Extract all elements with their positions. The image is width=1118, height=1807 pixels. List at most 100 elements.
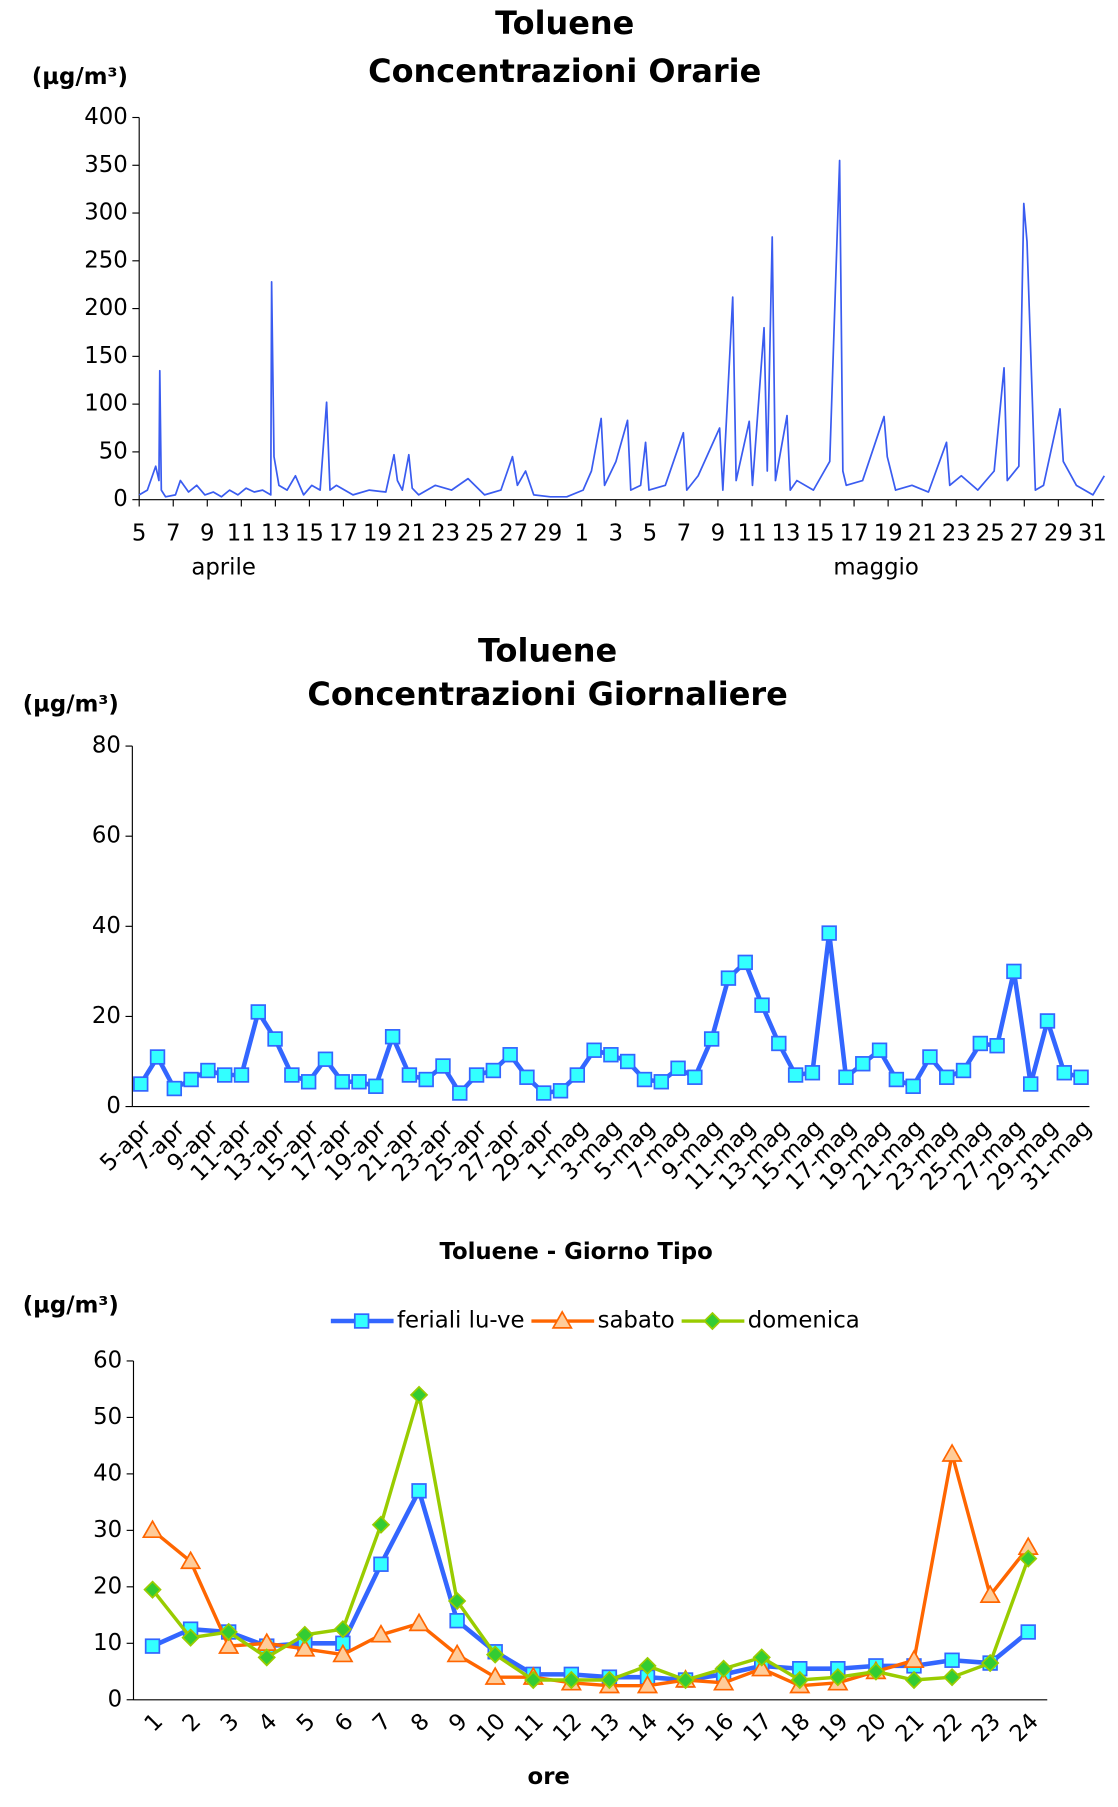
data-point <box>714 1659 733 1678</box>
x-tick-label: 29 <box>533 520 562 546</box>
y-tick-label: 50 <box>99 438 128 464</box>
y-tick-label: 200 <box>84 295 128 321</box>
data-point <box>447 1591 467 1611</box>
x-tick-label: 13 <box>261 520 290 546</box>
legend-label: feriali lu-ve <box>397 1308 525 1334</box>
y-tick-label: 20 <box>92 1003 121 1029</box>
x-tick-label: 3 <box>609 520 624 546</box>
chart-title: Concentrazioni Orarie <box>368 52 761 90</box>
data-point <box>284 1067 300 1083</box>
x-tick-label: 15 <box>806 520 835 546</box>
x-tick-label: 19 <box>363 520 392 546</box>
data-point <box>838 1069 854 1085</box>
y-tick-label: 150 <box>84 343 128 369</box>
data-point <box>1073 1069 1089 1085</box>
x-tick-label: 23 <box>431 520 460 546</box>
legend-label: sabato <box>598 1308 675 1334</box>
data-point <box>653 1074 669 1090</box>
chart-title: Concentrazioni Giornaliere <box>307 675 787 713</box>
data-point <box>1006 963 1022 980</box>
x-axis-label: ore <box>528 1764 570 1790</box>
data-point <box>603 1047 619 1063</box>
data-point <box>636 1071 653 1088</box>
data-point <box>524 1670 543 1690</box>
data-point <box>411 1483 427 1499</box>
data-point <box>1039 1013 1056 1029</box>
data-point <box>368 1078 384 1094</box>
x-tick-label: 11 <box>737 520 766 546</box>
data-point <box>787 1067 804 1083</box>
data-point <box>989 1038 1005 1054</box>
data-point <box>754 997 770 1013</box>
data-point <box>922 1049 938 1065</box>
x-tick-label: 17 <box>738 1708 777 1747</box>
x-tick-label: 29 <box>1044 520 1073 546</box>
x-tick-label: 7 <box>677 520 692 546</box>
data-point <box>317 1051 334 1067</box>
data-point <box>257 1648 276 1667</box>
chart-title: Toluene <box>478 632 617 670</box>
x-tick-label: 31 <box>1078 520 1107 546</box>
data-point <box>485 1645 505 1664</box>
x-tick-label: 1 <box>574 520 589 546</box>
data-point <box>218 1635 240 1654</box>
x-tick-label: 11 <box>510 1708 549 1747</box>
x-group-label: aprile <box>191 555 256 581</box>
data-point <box>751 1657 773 1677</box>
data-point <box>250 1004 266 1020</box>
y-tick-label: 300 <box>84 200 128 226</box>
data-point <box>771 1035 787 1052</box>
legend-marker <box>703 1311 722 1331</box>
data-point <box>351 1074 367 1090</box>
y-axis-label: (µg/m³) <box>32 64 128 90</box>
x-tick-label: 7 <box>166 520 181 546</box>
data-point <box>979 1584 1001 1603</box>
data-point <box>418 1071 434 1088</box>
data-point <box>295 1625 315 1645</box>
data-point <box>855 1056 871 1072</box>
series-line <box>138 930 1082 1096</box>
data-point <box>972 1035 989 1052</box>
data-point <box>939 1069 955 1085</box>
chart-title: Toluene - Giorno Tipo <box>439 1239 712 1265</box>
data-point <box>401 1067 418 1083</box>
x-tick-label: 15 <box>295 520 324 546</box>
y-tick-label: 30 <box>93 1517 122 1543</box>
chart-title: Toluene <box>495 4 634 42</box>
data-point <box>941 1443 963 1462</box>
data-point <box>144 1638 161 1654</box>
data-point <box>183 1071 199 1088</box>
data-point <box>600 1670 619 1690</box>
data-point <box>370 1623 392 1643</box>
y-tick-label: 0 <box>113 486 128 512</box>
x-tick-label: 10 <box>472 1708 511 1747</box>
data-point <box>737 954 753 971</box>
data-point <box>790 1670 809 1690</box>
x-tick-label: 15 <box>662 1708 701 1747</box>
data-point <box>219 1622 238 1642</box>
data-point <box>267 1031 283 1047</box>
data-point <box>828 1667 848 1687</box>
data-point <box>409 1385 429 1405</box>
data-point <box>334 1074 350 1090</box>
data-point <box>821 925 837 941</box>
x-tick-label: 9 <box>711 520 726 546</box>
data-point <box>562 1670 581 1690</box>
y-tick-label: 60 <box>93 1347 122 1373</box>
data-point <box>449 1613 465 1629</box>
x-tick-label: 5 <box>643 520 658 546</box>
x-tick-label: 24 <box>1005 1708 1044 1747</box>
data-point <box>1020 1624 1036 1640</box>
x-tick-label: 21 <box>908 520 937 546</box>
data-point <box>435 1058 451 1074</box>
data-point <box>866 1662 886 1681</box>
legend-marker <box>551 1310 573 1329</box>
y-tick-label: 60 <box>92 823 121 849</box>
data-point <box>468 1067 485 1083</box>
data-point <box>446 1643 468 1663</box>
data-point <box>670 1060 686 1076</box>
data-point <box>552 1083 569 1099</box>
data-point <box>942 1667 962 1687</box>
